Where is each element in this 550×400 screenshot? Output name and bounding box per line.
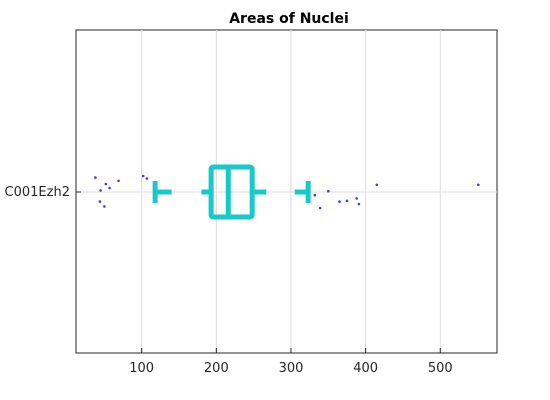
box-iqr — [208, 164, 255, 220]
outlier-point — [318, 206, 322, 210]
y-tick-label-category: C001Ezh2 — [5, 185, 70, 200]
outlier-points — [94, 174, 480, 210]
outlier-point — [104, 182, 108, 186]
chart-title: Areas of Nuclei — [229, 11, 349, 27]
outlier-point — [117, 179, 120, 183]
outlier-point — [94, 176, 97, 179]
outlier-point — [338, 200, 341, 203]
outlier-point — [355, 197, 358, 200]
outlier-point — [477, 183, 480, 187]
x-tick-label: 400 — [353, 361, 378, 376]
outlier-point — [145, 177, 149, 180]
x-tick-labels: 100 200 300 400 500 — [129, 348, 453, 376]
outlier-point — [141, 174, 145, 178]
outlier-point — [327, 189, 330, 193]
x-tick-label: 300 — [279, 361, 304, 376]
outlier-point — [345, 199, 349, 203]
outlier-point — [103, 205, 106, 208]
x-tick-label: 200 — [204, 361, 229, 376]
outlier-point — [357, 202, 361, 206]
outlier-point — [108, 186, 111, 190]
outlier-point — [375, 183, 379, 187]
outlier-point — [313, 193, 317, 197]
box-plot — [152, 164, 311, 220]
outlier-point — [99, 189, 102, 192]
x-tick-label: 100 — [129, 361, 154, 376]
outlier-point — [98, 200, 102, 203]
x-tick-label: 500 — [428, 361, 453, 376]
